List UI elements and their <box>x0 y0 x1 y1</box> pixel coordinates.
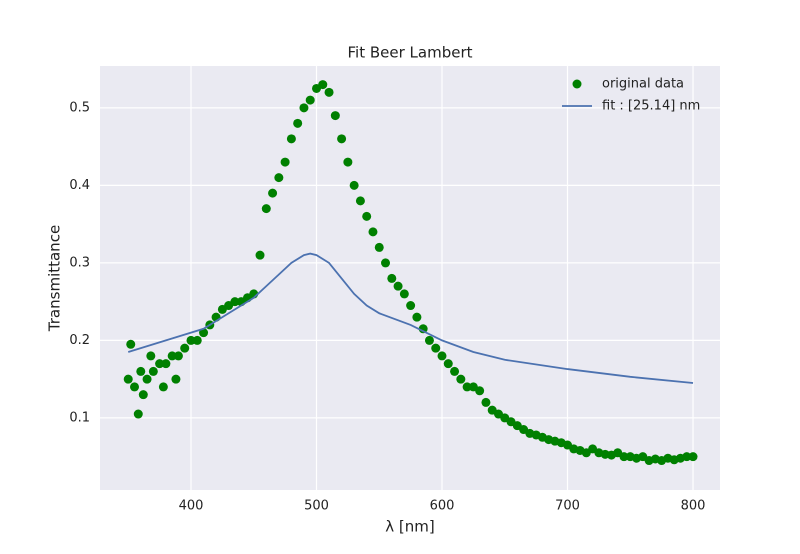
y-tick-label: 0.4 <box>69 178 90 193</box>
data-point <box>148 366 158 376</box>
data-point <box>130 382 140 392</box>
data-point <box>158 382 168 392</box>
data-point <box>230 297 240 307</box>
data-point <box>437 351 447 361</box>
data-point <box>381 258 391 268</box>
data-point <box>462 382 472 392</box>
data-point <box>330 111 340 121</box>
data-point <box>171 374 181 384</box>
plot-area <box>100 66 720 490</box>
x-tick-label: 400 <box>179 499 204 514</box>
data-point <box>412 312 422 322</box>
data-point <box>387 273 397 283</box>
data-point <box>450 366 460 376</box>
data-point <box>186 335 196 345</box>
y-tick-label: 0.3 <box>69 255 90 270</box>
x-tick-label: 700 <box>555 499 580 514</box>
data-point <box>393 281 403 291</box>
data-point <box>286 134 296 144</box>
data-point <box>123 374 133 384</box>
data-point <box>475 386 485 396</box>
data-point <box>399 289 409 299</box>
x-tick-label: 500 <box>304 499 329 514</box>
y-axis-label: Transmittance <box>46 225 64 332</box>
data-point <box>167 351 177 361</box>
data-point <box>136 366 146 376</box>
legend-swatch <box>572 79 582 89</box>
data-point <box>424 335 434 345</box>
data-point <box>481 397 491 407</box>
data-point <box>155 359 165 369</box>
data-point <box>682 452 692 462</box>
data-point <box>192 335 202 345</box>
data-point <box>255 250 265 260</box>
data-point <box>280 157 290 167</box>
data-point <box>431 343 441 353</box>
data-point <box>418 324 428 334</box>
data-point <box>293 118 303 128</box>
data-point <box>688 452 698 462</box>
legend-label: fit : [25.14] nm <box>602 99 700 114</box>
data-point <box>374 242 384 252</box>
data-point <box>305 95 315 105</box>
data-point <box>343 157 353 167</box>
x-tick-label: 600 <box>430 499 455 514</box>
data-point <box>133 409 143 419</box>
data-point <box>368 227 378 237</box>
data-point <box>146 351 156 361</box>
data-point <box>349 180 359 190</box>
data-point <box>126 339 136 349</box>
data-point <box>443 359 453 369</box>
data-point <box>318 80 328 90</box>
data-point <box>173 351 183 361</box>
data-point <box>456 374 466 384</box>
data-point <box>299 103 309 113</box>
data-point <box>142 374 152 384</box>
data-point <box>138 390 148 400</box>
data-point <box>268 188 278 198</box>
data-point <box>180 343 190 353</box>
x-axis-label: λ [nm] <box>385 518 434 536</box>
data-point <box>406 301 416 311</box>
y-tick-label: 0.5 <box>69 100 90 115</box>
fit-line <box>127 252 694 384</box>
data-point <box>161 359 171 369</box>
data-point <box>274 173 284 183</box>
chart-title: Fit Beer Lambert <box>348 44 473 62</box>
data-point <box>324 87 334 97</box>
y-tick-label: 0.2 <box>69 333 90 348</box>
data-point <box>619 452 629 462</box>
data-point <box>337 134 347 144</box>
legend-label: original data <box>602 77 684 92</box>
data-point <box>261 204 271 214</box>
x-tick-label: 800 <box>681 499 706 514</box>
data-point <box>362 211 372 221</box>
data-point <box>355 196 365 206</box>
y-tick-label: 0.1 <box>69 410 90 425</box>
